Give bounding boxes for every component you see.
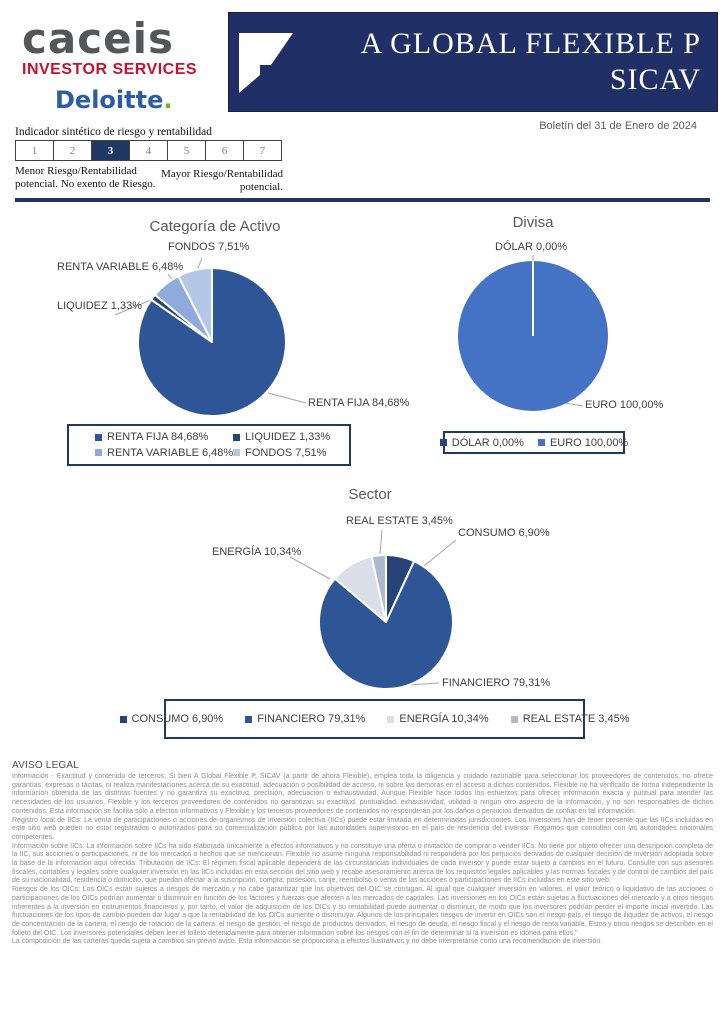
pie-label-fondos: FONDOS 7,51% [168,241,250,253]
deloitte-green-dot: . [163,86,173,114]
pie-label-energia: ENERGÍA 10,34% [212,546,302,558]
pie-label-consumo: CONSUMO 6,90% [458,527,550,539]
risk-indicator-label: Indicador sintético de riesgo y rentabil… [15,126,213,138]
legal-heading: AVISO LEGAL [12,760,80,771]
liquidez-marker-icon [233,433,241,441]
dolar-marker-icon [439,439,447,446]
leader-line-energia [289,556,331,580]
leader-line-consumo [423,539,457,567]
real-estate-marker-icon [510,715,518,723]
fund-title: A GLOBAL FLEXIBLE P SICAV [361,13,701,111]
pie-chart-sector [289,529,457,690]
pie-chart-currency [458,255,608,411]
risk-level-7: 7 [244,140,282,161]
legend-label: REAL ESTATE 3,45% [522,713,630,725]
legend-item: DÓLAR 0,00% [439,436,524,449]
pie-label-real-estate: REAL ESTATE 3,45% [346,515,453,527]
pie-label-renta-variable: RENTA VARIABLE 6,48% [57,261,184,273]
caceis-wordmark: caceis [22,14,175,63]
leader-line-euro [564,402,584,407]
legend-label: ENERGÍA 10,34% [399,713,489,725]
legal-paragraph: Registro local de IICs: La venta de part… [12,816,713,841]
caceis-subtitle: INVESTOR SERVICES [22,61,198,78]
legend-label: RENTA VARIABLE 6,48% [107,446,234,459]
legal-section: AVISO LEGAL Información - Exactitud y co… [12,760,713,947]
pie-label-euro: EURO 100,00% [585,399,664,411]
legend-item: EURO 100,00% [537,436,629,449]
chart-title-currency: Divisa [512,214,554,231]
flag-icon [239,33,293,93]
legend-label: FINANCIERO 79,31% [257,713,366,725]
legend-item: CONSUMO 6,90% [119,713,224,725]
risk-level-6: 6 [206,140,244,161]
legal-paragraph: La composición de las carteras queda suj… [12,938,603,946]
legend-item: FONDOS 7,51% [233,447,341,460]
renta-variable-marker-icon [95,449,102,457]
fondos-marker-icon [233,449,241,457]
legend-currency: DÓLAR 0,00% EURO 100,00% [439,431,629,454]
financiero-marker-icon [245,715,253,723]
risk-level-2: 2 [54,140,92,161]
pie-slice-real estate [370,554,387,623]
risk-level-3: 3 [92,140,130,161]
pie-slice-financiero [318,560,454,690]
legend-item: RENTA VARIABLE 6,48% [95,447,233,460]
bulletin-date: Boletín del 31 de Enero de 2024 [539,120,697,132]
risk-level-1: 1 [15,140,54,161]
pie-label-renta-fija: RENTA FIJA 84,68% [308,397,410,409]
pie-slice-fondos [177,267,213,343]
legend-item: ENERGÍA 10,34% [387,713,489,725]
pie-label-dolar: DÓLAR 0,00% [495,241,568,253]
pie-label-liquidez: LIQUIDEZ 1,33% [57,300,142,312]
leader-line-financiero [408,682,440,686]
risk-note-lower: Menor Riesgo/Rentabilidad potencial. No … [15,165,156,190]
legal-paragraph: Información sobre IICs: La información s… [12,842,713,885]
risk-note-higher: Mayor Riesgo/Rentabilidad potencial. [161,168,283,193]
chart-title-sector: Sector [348,486,392,503]
legend-label: RENTA FIJA 84,68% [107,431,209,444]
euro-marker-icon [537,439,545,446]
pie-label-financiero: FINANCIERO 79,31% [442,677,551,689]
legend-label: FONDOS 7,51% [245,446,327,459]
legend-label: EURO 100,00% [549,436,629,449]
title-banner: A GLOBAL FLEXIBLE P SICAV [228,12,718,112]
legend-item: RENTA FIJA 84,68% [95,431,233,444]
legend-item: LIQUIDEZ 1,33% [233,431,341,444]
legend-label: CONSUMO 6,90% [131,713,224,725]
fund-title-line1: A GLOBAL FLEXIBLE P [360,27,701,60]
chart-title-asset-category: Categoría de Activo [149,218,281,235]
legend-item: REAL ESTATE 3,45% [510,713,630,725]
leader-line-renta-fija [267,392,307,404]
consumo-marker-icon [119,715,127,723]
renta-fija-marker-icon [95,433,102,441]
fund-title-line2: SICAV [609,63,701,96]
legal-paragraph: Riesgos de los OICs: Los OICs están suje… [12,886,713,937]
pie-chart-asset-category [114,257,307,417]
leader-line-real-estate [379,529,383,555]
legend-asset-category: RENTA FIJA 84,68% LIQUIDEZ 1,33% RENTA V… [67,424,351,466]
deloitte-wordmark: Deloitte [55,86,164,114]
risk-level-5: 5 [168,140,206,161]
section-divider [15,198,710,202]
legend-item: FINANCIERO 79,31% [245,713,365,725]
energia-marker-icon [387,715,395,723]
legal-paragraph: Información - Exactitud y contenido de t… [12,773,713,815]
legend-label: DÓLAR 0,00% [451,436,524,449]
caceis-logo: caceis INVESTOR SERVICES [22,18,222,79]
legend-sector: CONSUMO 6,90% FINANCIERO 79,31% ENERGÍA … [119,699,630,739]
legend-label: LIQUIDEZ 1,33% [245,431,331,444]
deloitte-logo: Deloitte. [55,86,173,114]
risk-level-4: 4 [130,140,168,161]
